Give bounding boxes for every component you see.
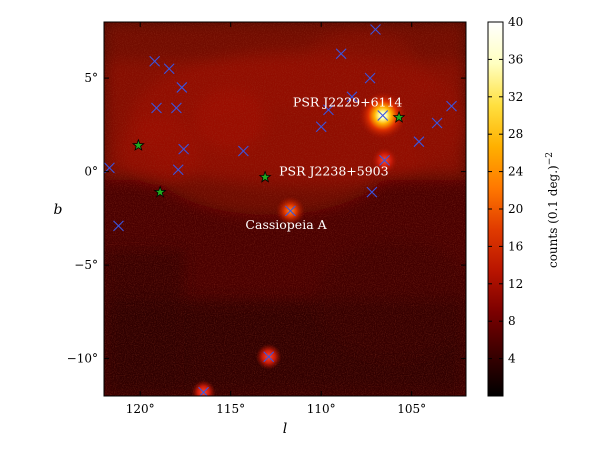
x-tick-label-2: 115° — [216, 402, 245, 416]
x-marker-24 — [263, 351, 275, 363]
y-axis: 5° 0° −5° −10° — [67, 71, 466, 366]
y-tick-label-4: −10° — [67, 352, 98, 366]
x-marker-14 — [346, 91, 358, 103]
x-marker-23 — [285, 205, 296, 217]
x-marker-7 — [171, 102, 182, 114]
colorbar-tick-label-10: 40 — [508, 15, 523, 29]
plot-frame — [103, 21, 467, 397]
star-marker-4 — [392, 110, 406, 123]
x-tick-label-3: 110° — [307, 402, 336, 416]
colorbar-ticks: 4 8 12 16 20 24 28 32 36 40 — [488, 15, 524, 366]
x-marker-13 — [335, 48, 347, 60]
y-axis-label: b — [54, 202, 63, 218]
colorbar-tick-label-3: 12 — [508, 277, 523, 291]
x-tick-label-4: 105° — [397, 402, 426, 416]
star-marker-3 — [258, 170, 272, 183]
x-marker-12 — [315, 121, 327, 133]
colorbar-tick-label-9: 36 — [508, 52, 523, 66]
x-marker-3 — [149, 55, 161, 67]
x-marker-8 — [178, 143, 190, 155]
colorbar-tick-label-1: 4 — [508, 352, 516, 366]
bright-source-5 — [191, 380, 216, 396]
annotation-1: PSR J2229+6114 — [293, 95, 403, 110]
x-marker-11 — [323, 104, 334, 116]
x-marker-15 — [364, 72, 376, 84]
x-marker-16 — [370, 24, 381, 35]
annotation-3: Cassiopeia A — [245, 217, 327, 232]
star-marker-2 — [153, 185, 167, 198]
x-marker-18 — [379, 154, 390, 166]
x-marker-21 — [431, 117, 443, 129]
colorbar-label: counts (0.1 deg.)−2 — [545, 152, 560, 268]
x-marker-10 — [237, 145, 249, 157]
x-marker-17 — [377, 110, 389, 121]
x-tick-label-1: 120° — [126, 402, 155, 416]
y-tick-label-1: 5° — [84, 71, 98, 85]
x-marker-19 — [366, 186, 378, 198]
y-tick-label-3: −5° — [74, 258, 98, 272]
star-marker-1 — [131, 138, 145, 151]
colorbar-tick-label-5: 20 — [508, 202, 523, 216]
colorbar-tick-label-2: 8 — [508, 314, 516, 328]
y-tick-label-2: 0° — [84, 165, 98, 179]
counts-map — [104, 22, 466, 396]
colorbar-tick-label-4: 16 — [508, 239, 523, 253]
x-axis: 120° 115° 110° 105° — [126, 22, 426, 416]
x-marker-9 — [172, 164, 184, 176]
annotation-2: PSR J2238+5903 — [279, 163, 389, 178]
x-marker-2 — [113, 220, 124, 232]
x-marker-4 — [163, 63, 175, 75]
x-marker-5 — [176, 82, 188, 93]
x-marker-22 — [446, 100, 457, 112]
x-marker-6 — [151, 102, 162, 114]
colorbar-tick-label-6: 24 — [508, 165, 524, 179]
x-marker-20 — [413, 136, 425, 148]
x-axis-label: l — [283, 421, 287, 437]
colorbar-tick-label-8: 32 — [508, 90, 523, 104]
colorbar-tick-label-7: 28 — [508, 127, 523, 141]
